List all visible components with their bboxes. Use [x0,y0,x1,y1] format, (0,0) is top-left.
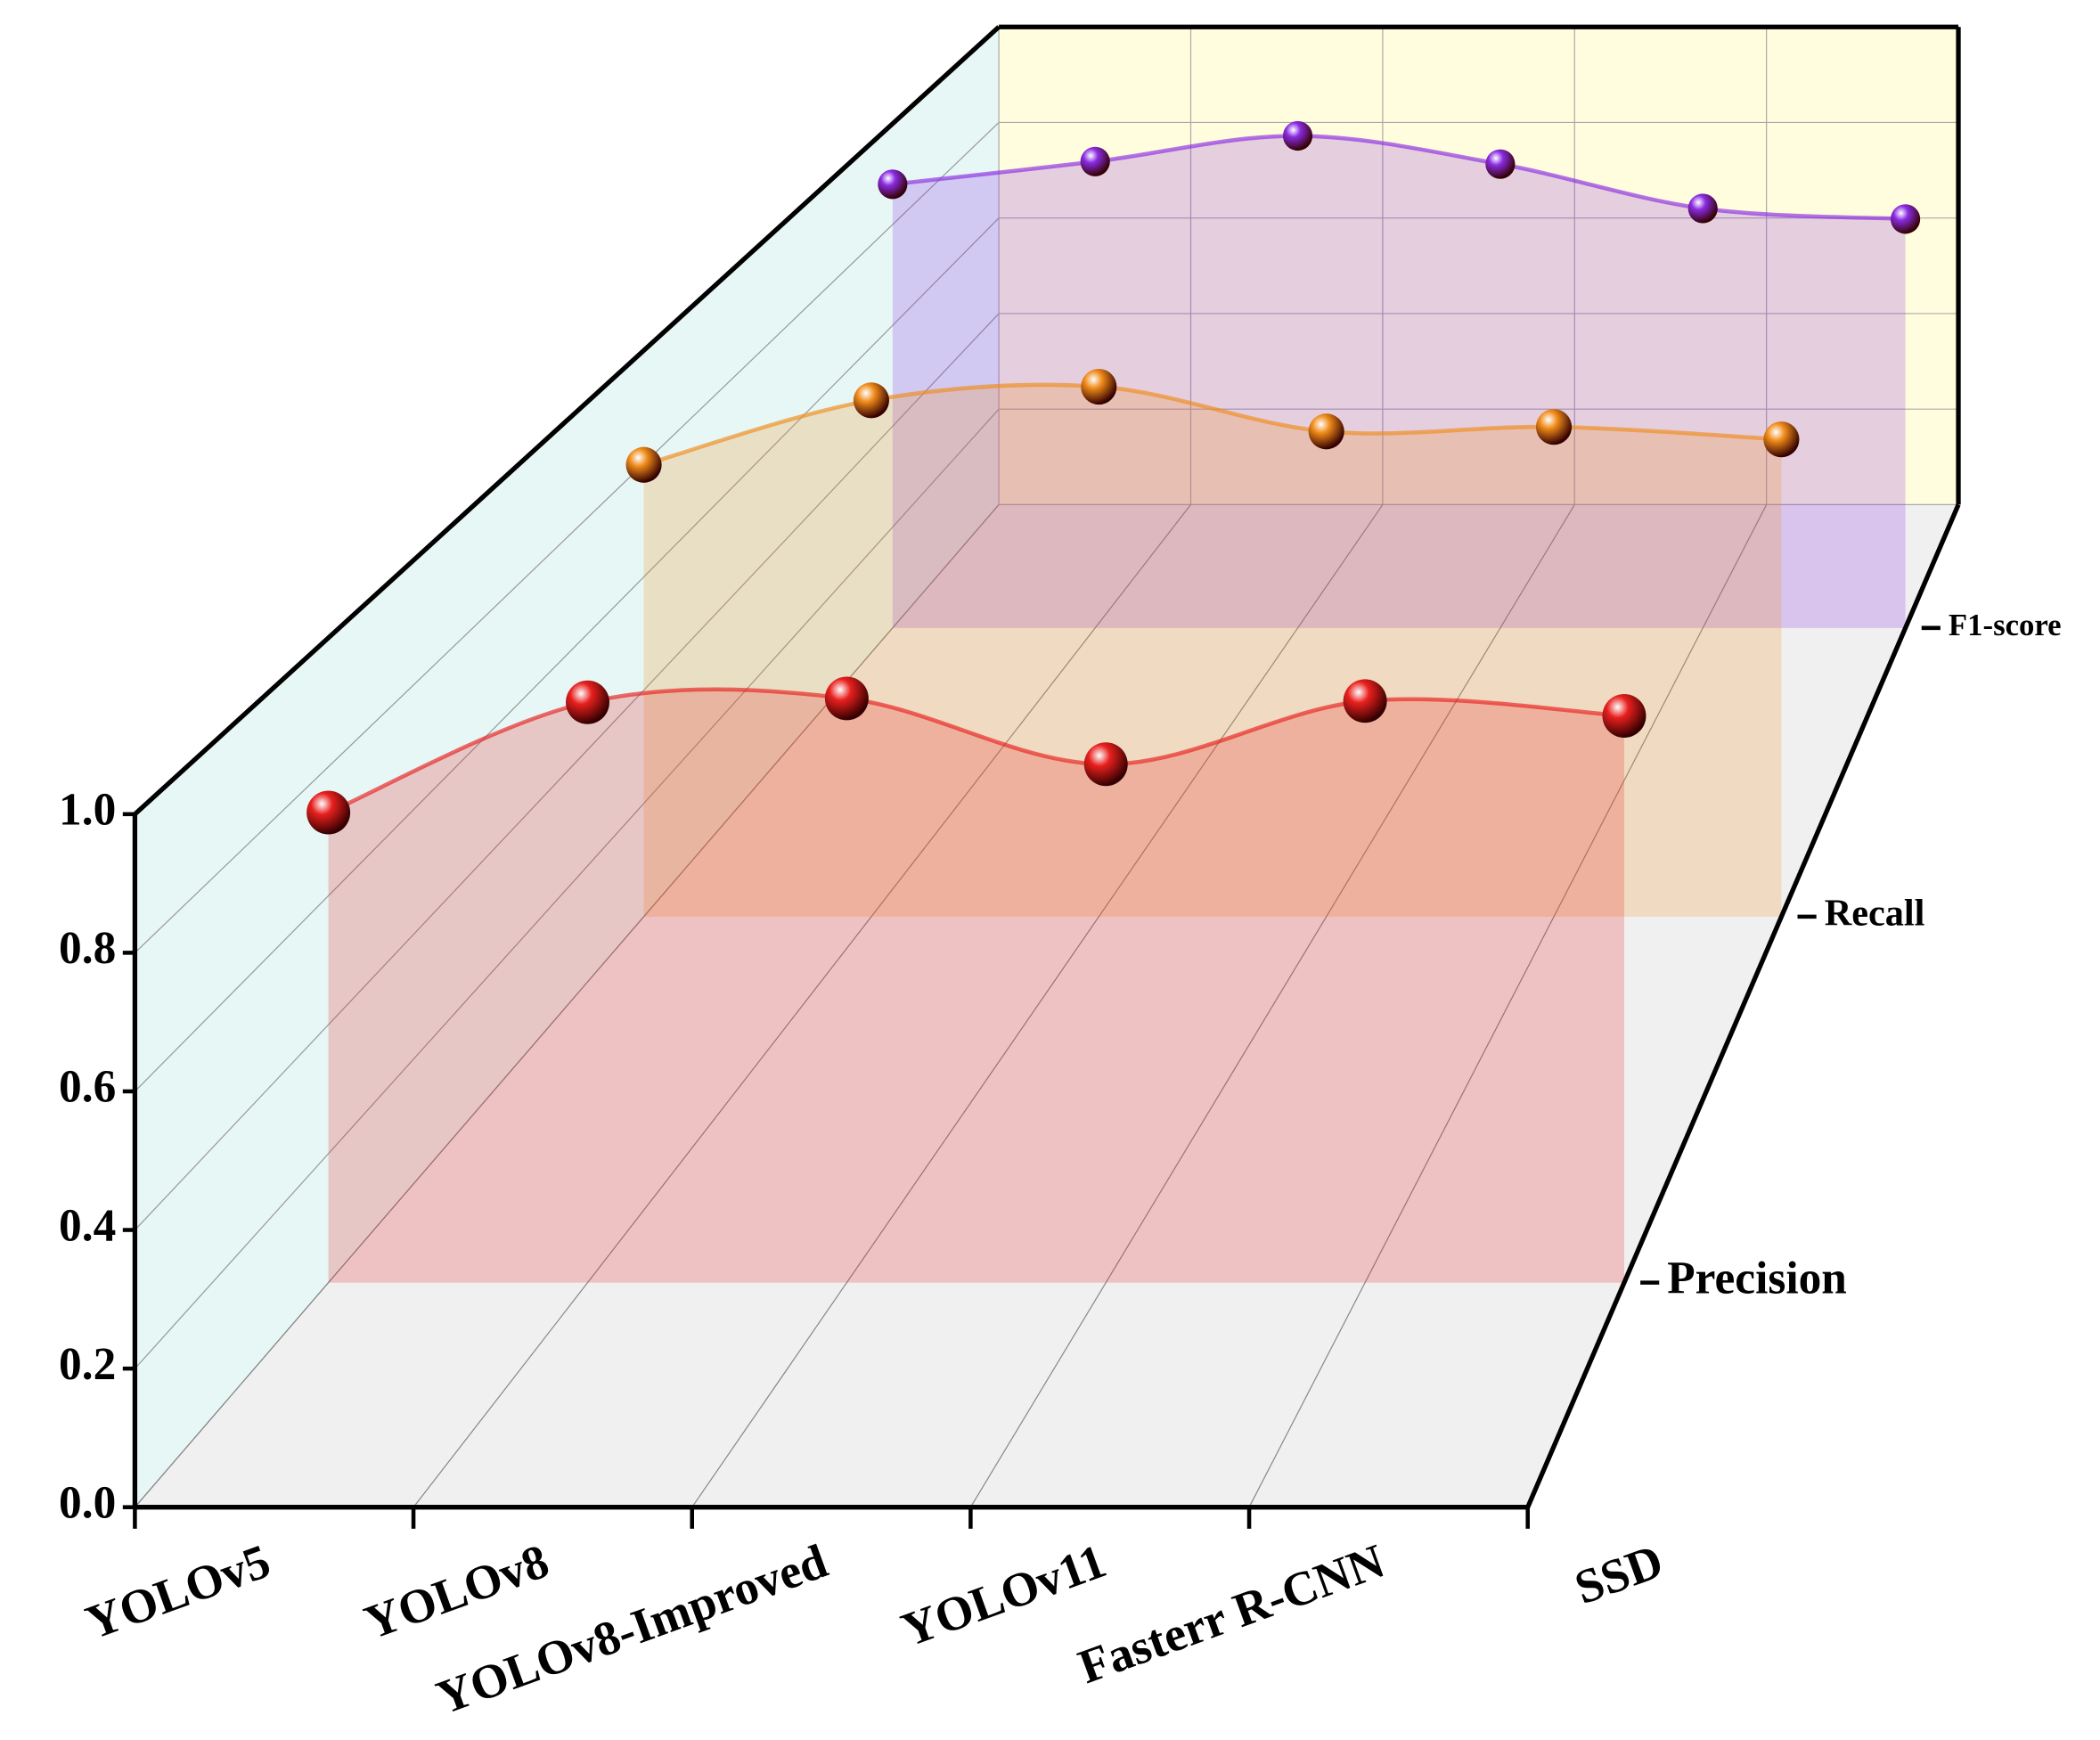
x-tick-label: Fasterr R-CNN [1072,1534,1392,1694]
area [892,135,1906,628]
grid-line [1248,504,1768,1507]
marker [1308,413,1344,450]
depth-label: Recall [1825,893,1925,935]
marker [1535,409,1573,445]
z-tick-label: 1.0 [59,785,116,836]
marker [878,169,908,200]
grid-line [134,504,1000,1508]
marker [306,790,351,835]
x-tick-label: SSD [1568,1534,1670,1614]
marker [1763,421,1800,458]
depth-label: Precision [1667,1253,1847,1303]
depth-label: F1-score [1949,608,2062,642]
marker [566,680,609,724]
grid-line [134,408,1000,1369]
marker [625,446,662,483]
marker [1080,146,1110,176]
line [642,382,1782,467]
marker [1687,193,1718,224]
marker [824,676,869,721]
marker [1602,693,1646,738]
grid-line [969,504,1575,1508]
grid-line [134,217,1000,1092]
z-tick-label: 0.4 [59,1200,116,1251]
frame [132,24,1961,1510]
z-tick-label: 0.2 [59,1339,116,1390]
area [643,384,1782,917]
grid-line [413,504,1191,1508]
marker [1343,679,1387,723]
grid-line [691,504,1384,1508]
grid-line [134,313,1000,1230]
marker [853,382,889,419]
z-tick-label: 0.0 [59,1477,116,1528]
x-tick-label: YOLOv8 [357,1534,555,1650]
x-tick-label: YOLOv5 [79,1534,277,1650]
line [327,687,1625,815]
x-tick-label: YOLOv11 [895,1534,1113,1657]
back-wall [999,27,1959,505]
line [892,134,1906,222]
marker [1282,120,1313,151]
grid-line [134,122,1000,953]
area [328,689,1624,1283]
floor [135,504,1959,1507]
marker [1083,742,1128,787]
z-tick-label: 0.8 [59,923,116,974]
left-wall [135,27,1000,1507]
marker [1891,204,1921,234]
z-tick-label: 0.6 [59,1062,116,1113]
marker [1485,149,1516,179]
marker [1081,368,1117,405]
